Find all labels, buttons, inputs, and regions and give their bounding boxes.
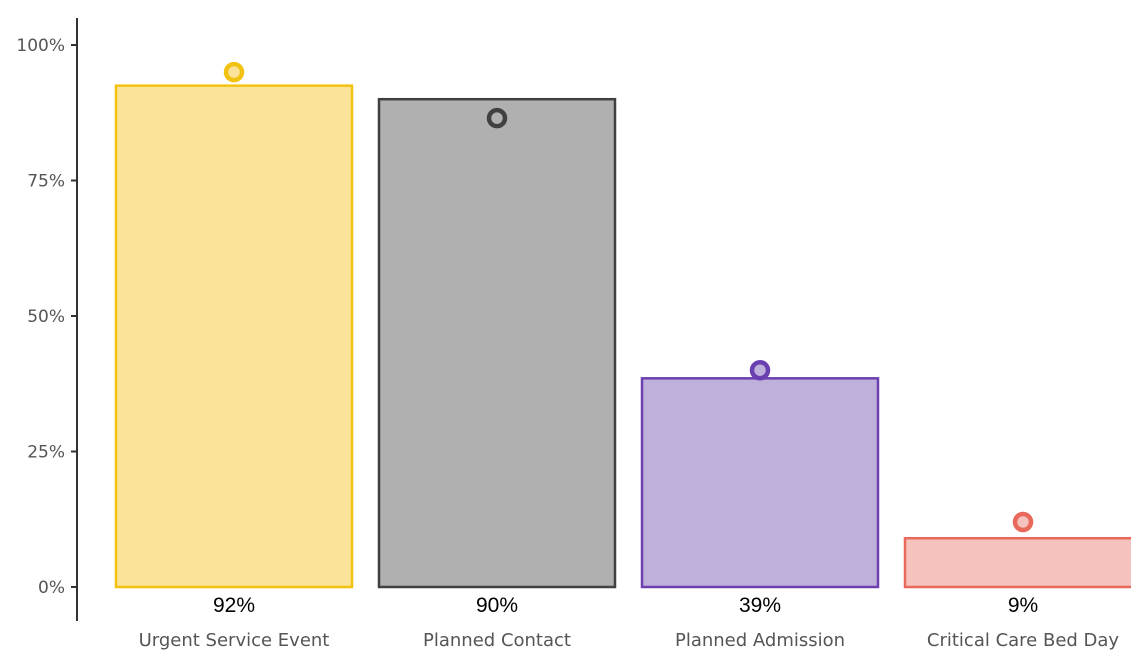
bars — [114, 84, 1131, 589]
category-label: Critical Care Bed Day — [927, 630, 1120, 651]
data-label: 90% — [476, 594, 518, 617]
y-axis: 0% 25% 50% 75% 100% — [16, 18, 78, 621]
labels: 92% Urgent Service Event 90% Planned Contac… — [139, 594, 1120, 651]
markers — [223, 61, 1034, 533]
target-marker — [486, 107, 508, 129]
data-label: 92% — [213, 594, 255, 617]
category-label: Urgent Service Event — [139, 630, 330, 651]
bar — [903, 536, 1131, 589]
target-marker — [1012, 511, 1034, 533]
bar — [640, 377, 880, 589]
target-marker — [749, 359, 771, 381]
category-label: Planned Admission — [675, 630, 845, 651]
bar — [377, 97, 617, 589]
y-tick-label: 100% — [16, 36, 65, 56]
y-tick-label: 25% — [27, 443, 65, 463]
data-label: 9% — [1008, 594, 1038, 617]
y-tick-label: 75% — [27, 172, 65, 192]
category-label: Planned Contact — [423, 630, 571, 651]
target-marker — [223, 61, 245, 83]
y-tick-label: 50% — [27, 307, 65, 327]
y-tick-label: 0% — [38, 578, 65, 598]
data-label: 39% — [739, 594, 781, 617]
bar — [114, 84, 354, 589]
